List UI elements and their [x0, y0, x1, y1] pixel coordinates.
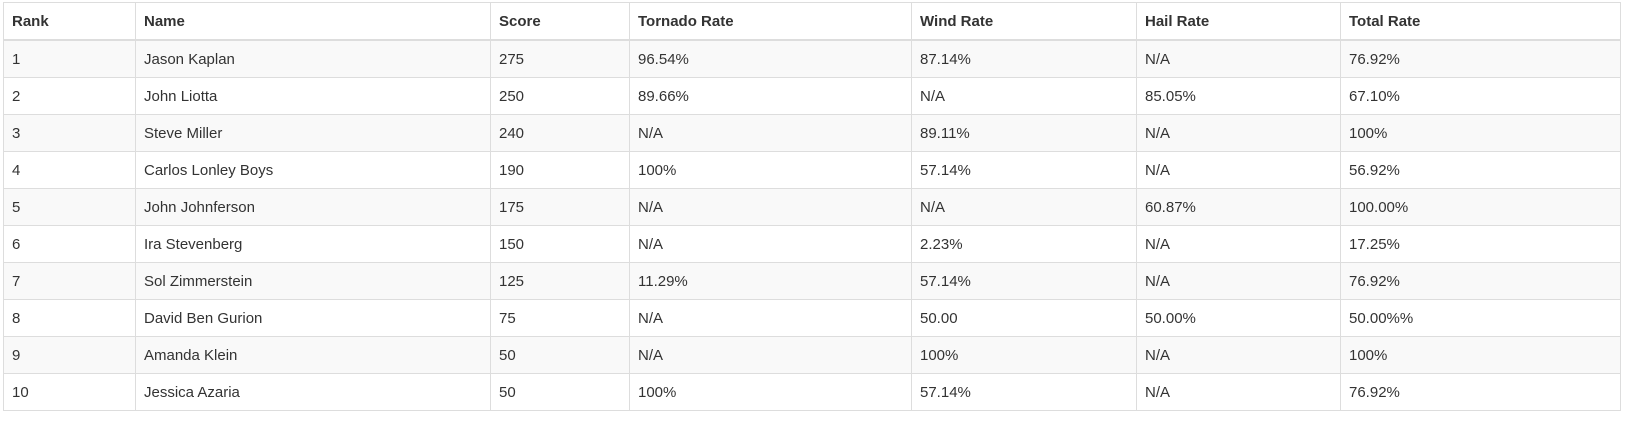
- total-rate-cell: 67.10%: [1340, 77, 1621, 115]
- tornado-rate-cell: 100%: [629, 151, 912, 189]
- total-rate-cell: 76.92%: [1340, 373, 1621, 411]
- total-rate-cell: 50.00%%: [1340, 299, 1621, 337]
- hail-rate-cell: N/A: [1136, 225, 1341, 263]
- table-header: Rank Name Score Tornado Rate Wind Rate H…: [3, 2, 1621, 41]
- name-cell: Ira Stevenberg: [135, 225, 491, 263]
- hail-rate-cell: 85.05%: [1136, 77, 1341, 115]
- name-cell: John Johnferson: [135, 188, 491, 226]
- name-cell: Sol Zimmerstein: [135, 262, 491, 300]
- score-cell: 50: [490, 373, 630, 411]
- score-cell: 240: [490, 114, 630, 152]
- rank-cell: 9: [3, 336, 136, 374]
- tornado-rate-cell: 89.66%: [629, 77, 912, 115]
- total-rate-cell: 17.25%: [1340, 225, 1621, 263]
- score-cell: 175: [490, 188, 630, 226]
- score-cell: 275: [490, 39, 630, 78]
- table-row: 8 David Ben Gurion 75 N/A 50.00 50.00% 50.00%%: [3, 299, 1621, 337]
- tornado-rate-cell: N/A: [629, 225, 912, 263]
- table-row: 7 Sol Zimmerstein 125 11.29% 57.14% N/A 76.92%: [3, 262, 1621, 300]
- name-cell: David Ben Gurion: [135, 299, 491, 337]
- wind-rate-cell: N/A: [911, 188, 1137, 226]
- score-cell: 150: [490, 225, 630, 263]
- rank-cell: 3: [3, 114, 136, 152]
- tornado-rate-cell: N/A: [629, 114, 912, 152]
- wind-rate-cell: 57.14%: [911, 373, 1137, 411]
- name-cell: Jessica Azaria: [135, 373, 491, 411]
- column-header-rank: Rank: [3, 2, 136, 41]
- tornado-rate-cell: N/A: [629, 188, 912, 226]
- total-rate-cell: 76.92%: [1340, 39, 1621, 78]
- hail-rate-cell: N/A: [1136, 151, 1341, 189]
- table-row: 2 John Liotta 250 89.66% N/A 85.05% 67.10%: [3, 77, 1621, 115]
- name-cell: Steve Miller: [135, 114, 491, 152]
- score-cell: 125: [490, 262, 630, 300]
- rank-cell: 6: [3, 225, 136, 263]
- column-header-wind-rate: Wind Rate: [911, 2, 1137, 41]
- hail-rate-cell: N/A: [1136, 262, 1341, 300]
- score-cell: 75: [490, 299, 630, 337]
- name-cell: Carlos Lonley Boys: [135, 151, 491, 189]
- tornado-rate-cell: 100%: [629, 373, 912, 411]
- wind-rate-cell: 100%: [911, 336, 1137, 374]
- wind-rate-cell: 87.14%: [911, 39, 1137, 78]
- rank-cell: 4: [3, 151, 136, 189]
- hail-rate-cell: N/A: [1136, 373, 1341, 411]
- tornado-rate-cell: 11.29%: [629, 262, 912, 300]
- score-cell: 190: [490, 151, 630, 189]
- rank-cell: 2: [3, 77, 136, 115]
- table-row: 9 Amanda Klein 50 N/A 100% N/A 100%: [3, 336, 1621, 374]
- hail-rate-cell: 60.87%: [1136, 188, 1341, 226]
- leaderboard-table: Rank Name Score Tornado Rate Wind Rate H…: [3, 2, 1621, 411]
- column-header-tornado-rate: Tornado Rate: [629, 2, 912, 41]
- header-row: Rank Name Score Tornado Rate Wind Rate H…: [3, 2, 1621, 41]
- wind-rate-cell: 50.00: [911, 299, 1137, 337]
- total-rate-cell: 100%: [1340, 336, 1621, 374]
- wind-rate-cell: N/A: [911, 77, 1137, 115]
- name-cell: Jason Kaplan: [135, 39, 491, 78]
- tornado-rate-cell: N/A: [629, 336, 912, 374]
- wind-rate-cell: 57.14%: [911, 151, 1137, 189]
- rank-cell: 8: [3, 299, 136, 337]
- hail-rate-cell: N/A: [1136, 114, 1341, 152]
- table-row: 4 Carlos Lonley Boys 190 100% 57.14% N/A 56.92…: [3, 151, 1621, 189]
- table-row: 6 Ira Stevenberg 150 N/A 2.23% N/A 17.25%: [3, 225, 1621, 263]
- column-header-hail-rate: Hail Rate: [1136, 2, 1341, 41]
- hail-rate-cell: N/A: [1136, 336, 1341, 374]
- rank-cell: 10: [3, 373, 136, 411]
- hail-rate-cell: N/A: [1136, 39, 1341, 78]
- total-rate-cell: 100.00%: [1340, 188, 1621, 226]
- leaderboard-container: Rank Name Score Tornado Rate Wind Rate H…: [3, 2, 1621, 411]
- name-cell: John Liotta: [135, 77, 491, 115]
- rank-cell: 7: [3, 262, 136, 300]
- wind-rate-cell: 2.23%: [911, 225, 1137, 263]
- table-row: 5 John Johnferson 175 N/A N/A 60.87% 100.00%: [3, 188, 1621, 226]
- column-header-score: Score: [490, 2, 630, 41]
- table-row: 10 Jessica Azaria 50 100% 57.14% N/A 76.92%: [3, 373, 1621, 411]
- wind-rate-cell: 57.14%: [911, 262, 1137, 300]
- table-body: 1 Jason Kaplan 275 96.54% 87.14% N/A 76.92% 2 Jo…: [3, 39, 1621, 411]
- rank-cell: 1: [3, 39, 136, 78]
- table-row: 1 Jason Kaplan 275 96.54% 87.14% N/A 76.92%: [3, 39, 1621, 78]
- total-rate-cell: 56.92%: [1340, 151, 1621, 189]
- name-cell: Amanda Klein: [135, 336, 491, 374]
- column-header-total-rate: Total Rate: [1340, 2, 1621, 41]
- tornado-rate-cell: N/A: [629, 299, 912, 337]
- hail-rate-cell: 50.00%: [1136, 299, 1341, 337]
- rank-cell: 5: [3, 188, 136, 226]
- tornado-rate-cell: 96.54%: [629, 39, 912, 78]
- column-header-name: Name: [135, 2, 491, 41]
- score-cell: 50: [490, 336, 630, 374]
- wind-rate-cell: 89.11%: [911, 114, 1137, 152]
- total-rate-cell: 100%: [1340, 114, 1621, 152]
- score-cell: 250: [490, 77, 630, 115]
- total-rate-cell: 76.92%: [1340, 262, 1621, 300]
- table-row: 3 Steve Miller 240 N/A 89.11% N/A 100%: [3, 114, 1621, 152]
